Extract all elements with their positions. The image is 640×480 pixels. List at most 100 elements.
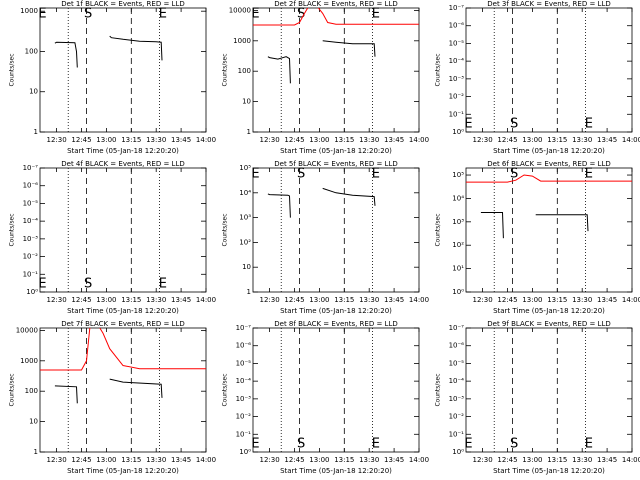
x-tick-label: 12:30 bbox=[473, 456, 493, 464]
annotation: E bbox=[464, 117, 472, 132]
plot-frame bbox=[252, 7, 420, 133]
x-tick-label: 14:00 bbox=[409, 136, 429, 144]
x-tick-label: 14:00 bbox=[409, 296, 429, 304]
x-tick-label: 13:00 bbox=[96, 296, 116, 304]
x-tick-label: 13:30 bbox=[572, 136, 592, 144]
x-tick-label: 13:15 bbox=[547, 456, 567, 464]
x-tick-label: 12:45 bbox=[497, 296, 517, 304]
x-tick-label: 12:45 bbox=[71, 456, 91, 464]
y-tick-label: 10⁻⁶ bbox=[449, 342, 465, 350]
annotation: E bbox=[38, 277, 46, 292]
plot-frame bbox=[465, 167, 633, 293]
x-tick-label: 12:30 bbox=[260, 136, 280, 144]
y-axis-label: Counts/sec bbox=[222, 53, 229, 86]
panel: Det 5f BLACK = Events, RED = LLD Start Ti… bbox=[222, 160, 430, 315]
y-tick-label: 10 bbox=[242, 98, 251, 106]
x-tick-label: 13:30 bbox=[146, 296, 166, 304]
x-axis-label: Start Time (05-Jan-18 12:20:20) bbox=[493, 307, 605, 315]
annotation: E bbox=[585, 117, 593, 132]
series-line bbox=[267, 187, 376, 218]
y-tick-label: 10⁻⁴ bbox=[236, 377, 252, 385]
y-tick-label: 10⁻⁷ bbox=[236, 324, 252, 332]
panel-title: Det 3f BLACK = Events, RED = LLD bbox=[487, 0, 610, 8]
y-axis-label: Counts/sec bbox=[9, 373, 16, 406]
plot-frame bbox=[252, 167, 420, 293]
y-axis-label: Counts/sec bbox=[9, 213, 16, 246]
x-axis-label: Start Time (05-Jan-18 12:20:20) bbox=[280, 147, 392, 155]
plot-frame bbox=[252, 327, 420, 453]
y-tick-label: 10³ bbox=[452, 218, 464, 226]
x-tick-label: 14:00 bbox=[196, 136, 216, 144]
y-tick-label: 10⁻⁶ bbox=[449, 22, 465, 30]
x-tick-label: 14:00 bbox=[622, 456, 640, 464]
y-axis-label: Counts/sec bbox=[435, 373, 442, 406]
y-tick-label: 10⁻² bbox=[449, 93, 465, 101]
y-tick-label: 10 bbox=[242, 263, 251, 271]
x-axis-label: Start Time (05-Jan-18 12:20:20) bbox=[493, 467, 605, 475]
x-tick-label: 14:00 bbox=[196, 296, 216, 304]
y-tick-label: 10⁻⁵ bbox=[23, 199, 39, 207]
x-tick-label: 13:15 bbox=[334, 136, 354, 144]
annotation: E bbox=[585, 167, 593, 182]
panel-title: Det 8f BLACK = Events, RED = LLD bbox=[274, 320, 397, 328]
y-tick-label: 10⁻¹ bbox=[449, 430, 465, 438]
x-tick-label: 12:45 bbox=[497, 136, 517, 144]
panel-title: Det 2f BLACK = Events, RED = LLD bbox=[274, 0, 397, 8]
annotation: S bbox=[510, 167, 518, 182]
plot-frame bbox=[39, 7, 207, 133]
x-axis-label: Start Time (05-Jan-18 12:20:20) bbox=[67, 147, 179, 155]
panel-title: Det 6f BLACK = Events, RED = LLD bbox=[487, 160, 610, 168]
y-tick-label: 1 bbox=[34, 128, 38, 136]
x-tick-label: 12:30 bbox=[473, 136, 493, 144]
x-axis-label: Start Time (05-Jan-18 12:20:20) bbox=[280, 307, 392, 315]
y-tick-label: 10⁻⁵ bbox=[236, 359, 252, 367]
annotation: E bbox=[372, 437, 380, 452]
x-tick-label: 14:00 bbox=[622, 296, 640, 304]
y-tick-label: 10⁻⁷ bbox=[449, 324, 465, 332]
x-tick-label: 14:00 bbox=[196, 456, 216, 464]
x-tick-label: 13:45 bbox=[597, 296, 617, 304]
panel: Det 2f BLACK = Events, RED = LLD Start Ti… bbox=[222, 0, 430, 155]
x-axis-label: Start Time (05-Jan-18 12:20:20) bbox=[493, 147, 605, 155]
x-axis-label: Start Time (05-Jan-18 12:20:20) bbox=[280, 467, 392, 475]
y-tick-label: 10⁰ bbox=[452, 288, 464, 296]
annotation: E bbox=[159, 277, 167, 292]
y-tick-label: 10000 bbox=[229, 6, 251, 14]
x-tick-label: 13:00 bbox=[522, 296, 542, 304]
x-tick-label: 13:45 bbox=[384, 456, 404, 464]
y-tick-label: 10⁰ bbox=[239, 448, 251, 456]
x-tick-label: 13:00 bbox=[96, 136, 116, 144]
y-tick-label: 1000 bbox=[233, 37, 251, 45]
y-tick-label: 10⁻² bbox=[236, 413, 252, 421]
y-tick-label: 10⁻³ bbox=[449, 75, 465, 83]
x-tick-label: 13:15 bbox=[121, 456, 141, 464]
x-tick-label: 12:45 bbox=[284, 456, 304, 464]
panel: Det 8f BLACK = Events, RED = LLD Start Ti… bbox=[222, 320, 430, 475]
annotation: S bbox=[84, 277, 92, 292]
x-tick-label: 12:30 bbox=[47, 296, 67, 304]
y-tick-label: 10 bbox=[29, 418, 38, 426]
plot-frame bbox=[465, 7, 633, 133]
y-tick-label: 10⁻⁴ bbox=[449, 377, 465, 385]
y-tick-label: 100 bbox=[25, 387, 38, 395]
y-tick-label: 10⁵ bbox=[452, 171, 464, 179]
x-tick-label: 13:45 bbox=[384, 296, 404, 304]
x-tick-label: 12:45 bbox=[284, 136, 304, 144]
x-tick-label: 13:00 bbox=[522, 136, 542, 144]
annotation: E bbox=[251, 167, 259, 182]
plot-frame bbox=[465, 327, 633, 453]
x-tick-label: 14:00 bbox=[409, 456, 429, 464]
panel-title: Det 7f BLACK = Events, RED = LLD bbox=[61, 320, 184, 328]
x-tick-label: 13:00 bbox=[309, 136, 329, 144]
x-tick-label: 13:45 bbox=[384, 136, 404, 144]
y-axis-label: Counts/sec bbox=[222, 373, 229, 406]
series-line bbox=[40, 328, 206, 371]
y-tick-label: 10⁻³ bbox=[23, 235, 39, 243]
y-axis-label: Counts/sec bbox=[435, 213, 442, 246]
x-axis-label: Start Time (05-Jan-18 12:20:20) bbox=[67, 307, 179, 315]
y-tick-label: 10⁻⁷ bbox=[23, 164, 39, 172]
y-tick-label: 10⁻⁷ bbox=[449, 4, 465, 12]
y-tick-label: 10000 bbox=[16, 326, 38, 334]
x-tick-label: 12:45 bbox=[71, 136, 91, 144]
series-line bbox=[54, 378, 163, 404]
